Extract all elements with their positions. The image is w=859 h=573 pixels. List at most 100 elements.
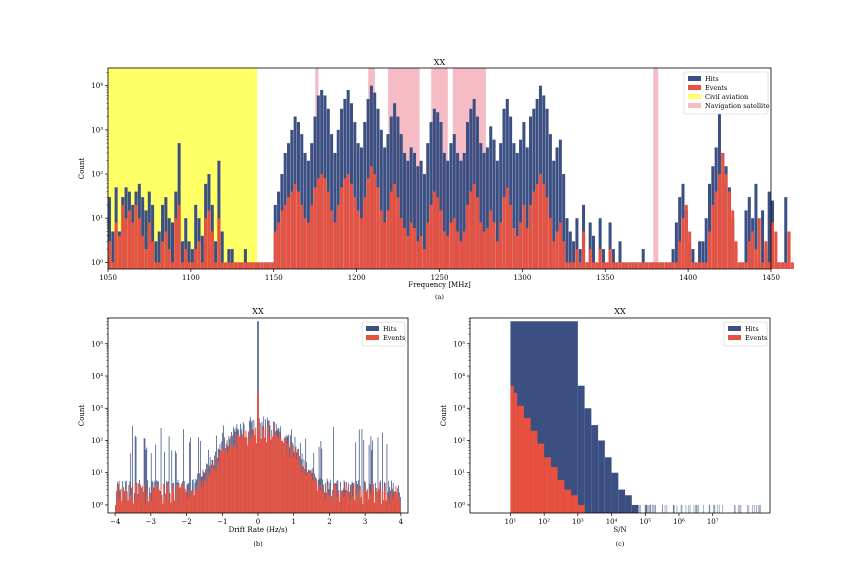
events-bar [158,486,159,513]
events-bar [635,262,639,269]
hits-bar [577,385,585,513]
events-bar [631,262,635,269]
events-bar [384,483,386,513]
y-tick-label: 10³ [453,405,465,413]
events-bar [306,222,310,269]
events-bar [774,231,778,269]
events-bar [167,484,169,513]
legend-swatch [688,103,701,108]
events-bar [611,262,615,269]
events-bar [577,504,585,513]
events-bar [582,231,586,269]
events-bar [172,487,174,513]
events-bar [598,249,602,269]
hits-bar [132,425,133,513]
events-bar [265,425,267,513]
events-bar [330,496,332,513]
events-bar [595,262,599,269]
x-axis-label: Drift Rate (Hz/s) [229,526,288,534]
hits-bar [532,108,536,270]
events-bar [383,490,385,513]
events-bar [167,249,171,269]
events-bar [313,474,315,513]
events-bar [369,166,373,269]
events-bar [701,262,705,269]
events-bar [154,262,158,269]
events-bar [780,262,784,269]
hits-bar [190,437,191,513]
events-bar [396,197,400,269]
hits-bar [698,241,702,269]
hits-bar [495,160,499,269]
events-bar [711,204,715,269]
events-bar [396,492,398,513]
hits-bar [449,143,453,269]
x-tick-label: 10⁷ [707,518,719,526]
chart-title: XX [434,58,446,67]
events-bar [175,483,177,513]
events-bar [124,491,125,513]
events-bar [691,262,695,269]
events-bar [140,485,142,513]
events-bar [564,489,572,513]
events-bar [337,495,339,513]
hits-bar [519,139,523,269]
events-bar [300,473,302,513]
events-bar [356,210,360,269]
events-bar [517,405,524,513]
x-tick-label: 10³ [572,518,584,526]
y-tick-label: 10¹ [91,469,103,477]
hits-bar [160,427,162,513]
events-bar [383,500,384,513]
events-bar [456,231,460,269]
events-bar [261,438,263,513]
hits-bar [568,231,572,269]
hits-bar [604,457,612,513]
events-bar [349,491,350,513]
events-bar [237,435,239,513]
x-tick-label: 0 [256,518,260,526]
events-bar [229,448,231,513]
hits-bar [696,504,697,513]
caption: (b) [253,540,263,548]
events-bar [131,222,135,269]
events-bar [278,439,280,513]
events-bar [350,484,352,513]
events-bar [387,492,389,513]
hits-bar [703,504,704,513]
events-bar [383,222,387,269]
events-bar [325,494,327,513]
hits-bar [372,440,374,513]
events-bar [601,262,605,269]
events-bar [141,486,143,513]
events-bar [714,191,718,269]
hits-bar [696,504,698,513]
events-bar [176,484,178,513]
hits-bar [708,504,710,513]
hits-bar [403,152,407,269]
hits-bar [625,495,632,513]
events-bar [206,481,208,513]
events-bar [426,222,430,269]
hits-bar [144,438,146,513]
events-bar [522,204,526,269]
y-tick-label: 10⁰ [91,501,103,509]
hits-bar [529,116,533,269]
events-bar [280,438,282,513]
events-bar [263,429,265,513]
events-bar [318,484,320,513]
hits-bar [572,241,576,269]
events-bar [391,499,393,513]
hits-bar [761,210,765,269]
hits-bar [698,504,699,513]
events-bar [717,174,721,269]
events-bar [139,483,141,513]
events-bar [399,504,401,513]
events-bar [360,496,362,513]
events-bar [724,174,728,269]
hits-bar [383,147,387,269]
events-bar [217,218,221,269]
hits-bar [689,504,691,513]
hits-bar [565,218,569,269]
hits-bar [666,504,668,513]
